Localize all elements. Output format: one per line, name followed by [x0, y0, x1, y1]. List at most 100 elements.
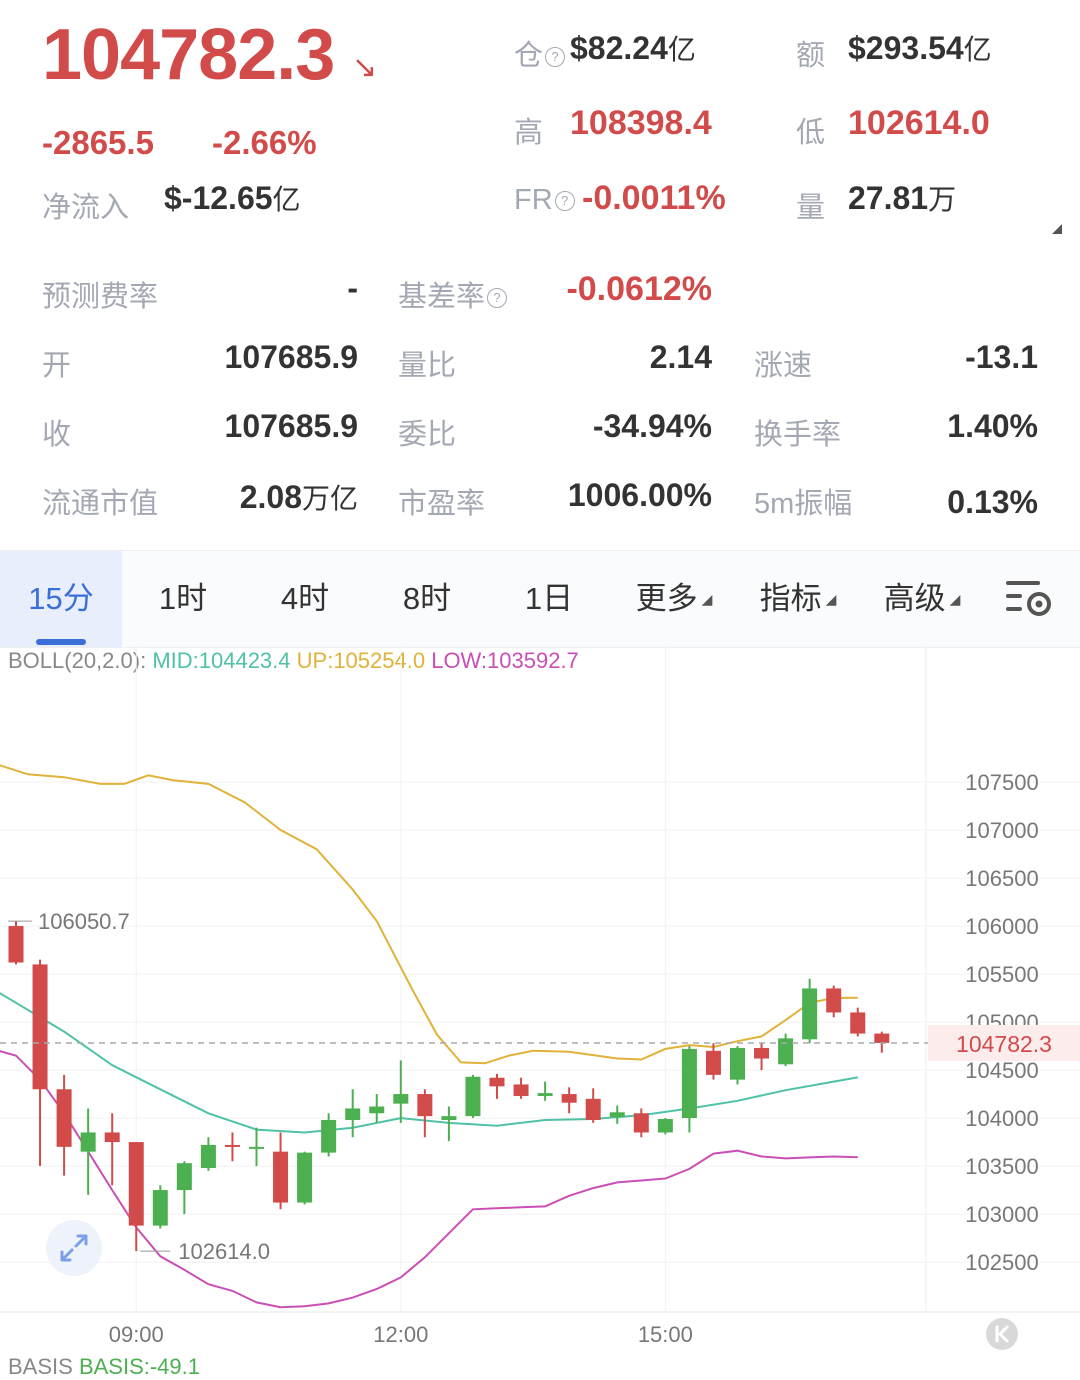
turnover-label: 换手率 [754, 419, 842, 451]
vol-ratio-label: 量比 [398, 350, 457, 382]
y-tick-label: 107500 [965, 770, 1038, 795]
active-tab-indicator [36, 639, 86, 645]
pred-fee-label: 预测费率 [42, 281, 159, 313]
y-tick-label: 107000 [965, 818, 1038, 843]
candle-body [152, 1190, 168, 1226]
open-label: 开 [42, 350, 72, 382]
open-interest-value: $82.24亿 [570, 30, 696, 66]
basis-indicator: BASIS BASIS:-49.1 [8, 1354, 200, 1380]
price-change: -2865.5 [42, 124, 154, 161]
boll-up: UP:105254.0 [296, 648, 426, 673]
boll-upper-line [0, 764, 858, 1065]
candle-body [200, 1144, 216, 1168]
pred-fee-value: - [347, 270, 358, 306]
max-marker-label: 106050.7 [38, 909, 130, 934]
candle-body [778, 1038, 794, 1065]
tab-advanced[interactable]: 高级 ◢ [883, 581, 961, 616]
chart-settings-icon[interactable] [1004, 579, 1054, 619]
basis-rate-label: 基差率? [398, 273, 508, 315]
tab-1h[interactable]: 1时 [158, 581, 208, 616]
candle-body [513, 1084, 529, 1096]
price-change-pct: -2.66% [212, 124, 317, 161]
candle-body [633, 1113, 649, 1133]
candle-body [561, 1094, 577, 1103]
y-tick-label: 105500 [965, 962, 1038, 987]
candlestick-chart[interactable]: 1075001070001065001060001055001050001045… [0, 646, 1080, 1360]
speed-label: 涨速 [754, 350, 813, 382]
trend-down-icon: ↘ [352, 51, 378, 84]
candle-body [393, 1094, 409, 1104]
candle-body [657, 1119, 673, 1133]
candle-body [224, 1144, 240, 1147]
y-tick-label: 104500 [965, 1058, 1038, 1083]
fullscreen-expand-icon[interactable] [46, 1220, 102, 1276]
tab-15m[interactable]: 15分 [0, 551, 122, 647]
basis-value: BASIS:-49.1 [78, 1354, 201, 1379]
candle-body [249, 1146, 264, 1149]
candle-body [489, 1077, 505, 1087]
funding-rate-value: -0.0011% [582, 179, 726, 217]
boll-lower-line [0, 1050, 858, 1309]
candle-body [32, 964, 48, 1090]
caret-down-icon: ◢ [701, 591, 713, 607]
scroll-to-latest-icon[interactable] [986, 1318, 1018, 1350]
high-value: 108398.4 [570, 104, 712, 142]
last-price-tag: 104782.3 [956, 1031, 1052, 1057]
tab-4h[interactable]: 4时 [280, 581, 330, 616]
candle-body [537, 1093, 553, 1096]
last-price-tag-bg [928, 1024, 1080, 1061]
candle-body [176, 1163, 192, 1191]
candle-body [417, 1094, 433, 1117]
amplitude-label: 5m振幅 [754, 488, 853, 520]
tab-8h[interactable]: 8时 [402, 581, 452, 616]
last-price: 104782.3 [42, 15, 335, 95]
y-tick-label: 104000 [965, 1106, 1038, 1131]
expand-triangle-icon[interactable] [1052, 224, 1062, 234]
candle-body [802, 988, 818, 1040]
funding-rate-label: FR? [514, 184, 575, 217]
low-label: 低 [796, 117, 826, 149]
market-cap-label: 流通市值 [42, 488, 159, 520]
boll-low: LOW:103592.7 [431, 648, 579, 673]
candle-body [585, 1098, 601, 1120]
boll-legend: BOLL(20,2.0): MID:104423.4 UP:105254.0 L… [8, 648, 579, 674]
candle-body [609, 1112, 625, 1118]
help-icon[interactable]: ? [554, 191, 575, 212]
net-inflow-value: $-12.65亿 [164, 180, 301, 216]
volume-label: 量 [796, 192, 826, 224]
caret-down-icon: ◢ [825, 591, 837, 607]
tab-more[interactable]: 更多 ◢ [635, 581, 713, 616]
candle-body [8, 926, 24, 963]
turnover-value: 1.40% [947, 408, 1038, 444]
y-tick-label: 106500 [965, 866, 1038, 891]
candle-body [730, 1047, 745, 1080]
candle-body [441, 1116, 457, 1120]
tab-indicators[interactable]: 指标 ◢ [759, 581, 837, 616]
candle-body [297, 1152, 313, 1203]
amount-label: 额 [796, 40, 826, 72]
amount-value: $293.54亿 [848, 30, 992, 66]
pe-value: 1006.00% [567, 477, 712, 513]
candle-body [345, 1108, 361, 1120]
candle-body [104, 1132, 120, 1143]
close-value: 107685.9 [224, 408, 358, 444]
commission-ratio-value: -34.94% [592, 408, 712, 444]
help-icon[interactable]: ? [545, 47, 566, 68]
amplitude-value: 0.13% [947, 484, 1038, 520]
candle-body [874, 1033, 890, 1043]
tab-1d[interactable]: 1日 [524, 581, 574, 616]
x-tick-label: 09:00 [109, 1322, 164, 1347]
y-tick-label: 106000 [965, 914, 1038, 939]
candle-body [705, 1050, 721, 1075]
help-icon[interactable]: ? [487, 288, 508, 309]
boll-name: BOLL(20,2.0): [8, 648, 147, 673]
candle-body [681, 1048, 697, 1119]
market-cap-value: 2.08万亿 [239, 479, 358, 515]
speed-value: -13.1 [965, 339, 1038, 375]
interval-tab-bar: 15分 1时 4时 8时 1日 更多 ◢ 指标 ◢ 高级 ◢ [0, 550, 1080, 648]
open-interest-label: 仓? [514, 32, 566, 74]
x-tick-label: 15:00 [638, 1322, 693, 1347]
close-label: 收 [42, 419, 72, 451]
high-label: 高 [514, 117, 544, 149]
candle-body [128, 1142, 144, 1226]
